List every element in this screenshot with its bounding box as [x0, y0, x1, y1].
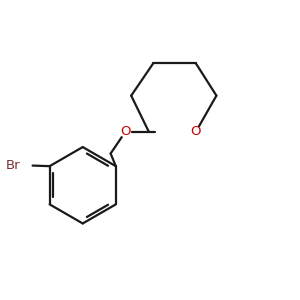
- Text: O: O: [120, 125, 130, 138]
- Text: O: O: [190, 125, 201, 138]
- Text: Br: Br: [6, 159, 20, 172]
